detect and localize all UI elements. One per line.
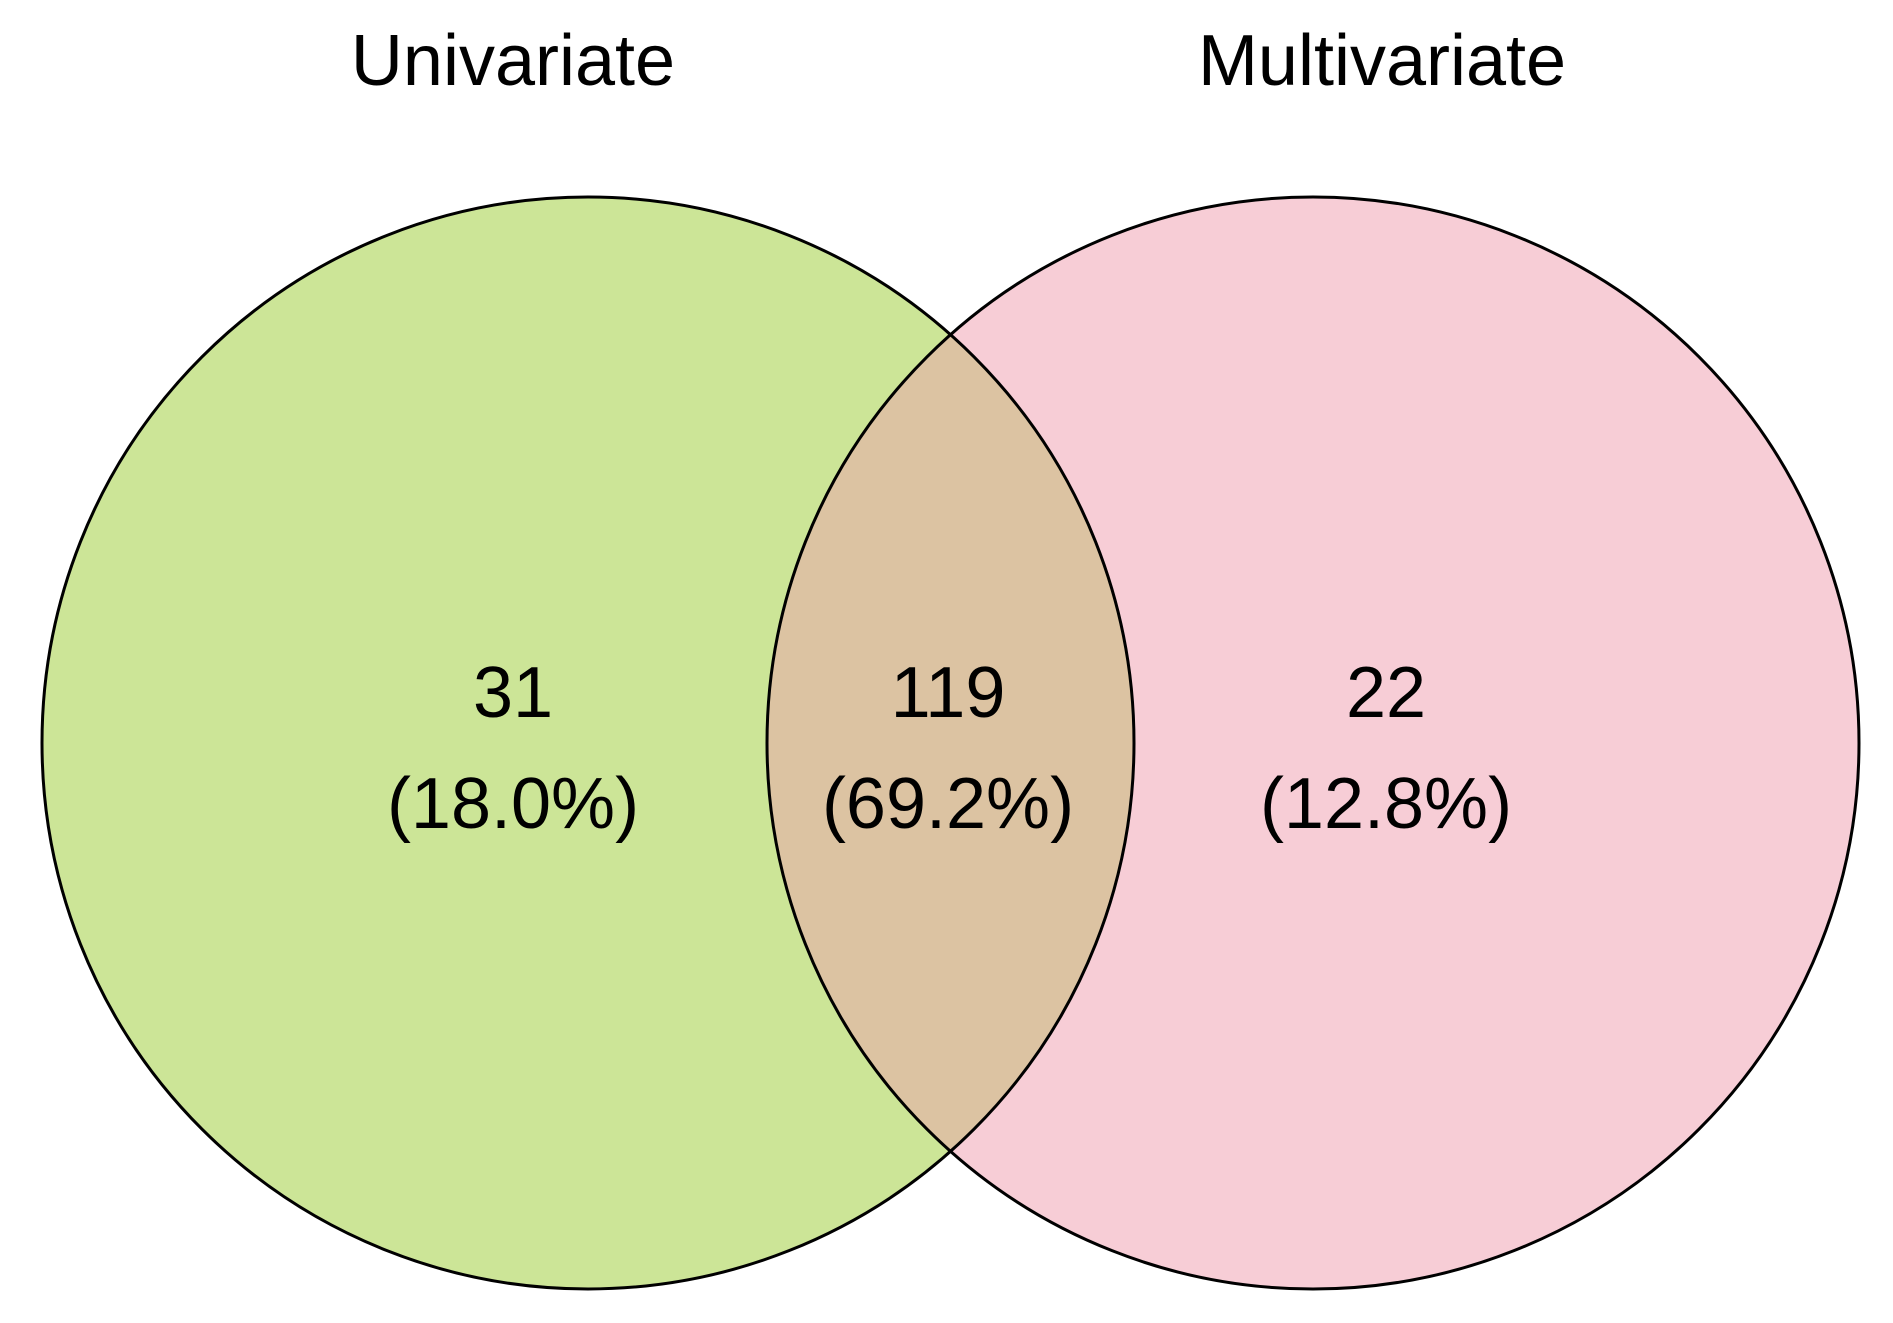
region-percentage: (18.0%) (387, 764, 639, 844)
region-count: 119 (891, 653, 1006, 733)
region-count: 22 (1346, 653, 1426, 733)
set-label: Univariate (351, 21, 675, 101)
region-count: 31 (473, 653, 553, 733)
overlap-region (767, 197, 1134, 1289)
region-percentage: (12.8%) (1260, 764, 1512, 844)
set-outline (40, 195, 1136, 1291)
set-outline (765, 195, 1861, 1291)
set-label: Multivariate (1198, 21, 1566, 101)
region-percentage: (69.2%) (822, 764, 1074, 844)
